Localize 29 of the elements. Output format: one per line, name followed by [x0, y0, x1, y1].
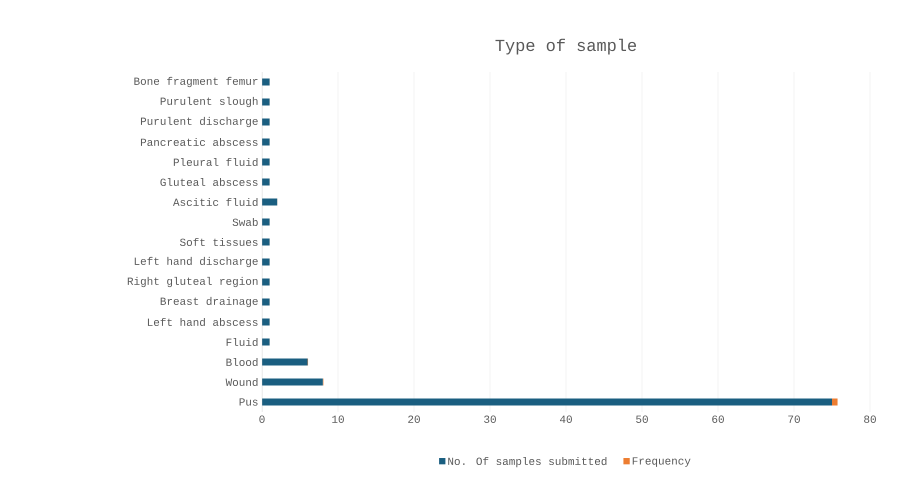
y-tick-label: Purulent discharge	[140, 116, 258, 128]
x-tick-label: 50	[636, 416, 648, 423]
y-tick-label: Right gluteal region	[128, 276, 258, 288]
y-tick-label: Left hand discharge	[134, 256, 258, 268]
x-tick-label: 40	[560, 416, 572, 423]
legend-label: No. Of samples submitted	[448, 456, 606, 468]
x-tick-label: 10	[332, 416, 344, 423]
y-tick-label: Fluid	[226, 338, 258, 346]
y-tick-label: Pus	[240, 398, 258, 406]
x-tick-label: 0	[259, 416, 265, 423]
y-tick-label: Gluteal abscess	[160, 178, 258, 186]
y-tick-label: Blood	[226, 358, 258, 366]
y-tick-label: Breast drainage	[160, 296, 258, 308]
x-tick-label: 70	[788, 416, 800, 423]
y-tick-label: Pleural fluid	[174, 158, 258, 166]
y-tick-label: Swab	[232, 218, 258, 226]
y-tick-label: Ascitic fluid	[172, 198, 258, 206]
x-tick-label: 60	[712, 416, 724, 423]
chart-title: Type of sample	[495, 38, 636, 54]
legend-label: Frequency	[632, 457, 691, 467]
x-tick-label: 80	[864, 416, 876, 423]
x-tick-label: 20	[408, 416, 420, 423]
y-tick-label: Purulent slough	[160, 96, 258, 108]
y-tick-label: Pancreatic abscess	[140, 138, 258, 146]
x-tick-label: 30	[484, 416, 496, 423]
y-tick-label: Soft tissues	[180, 238, 258, 246]
y-tick-label: Left hand abscess	[148, 318, 258, 326]
y-tick-label: Wound	[226, 378, 258, 386]
y-tick-label: Bone fragment femur	[134, 76, 258, 88]
